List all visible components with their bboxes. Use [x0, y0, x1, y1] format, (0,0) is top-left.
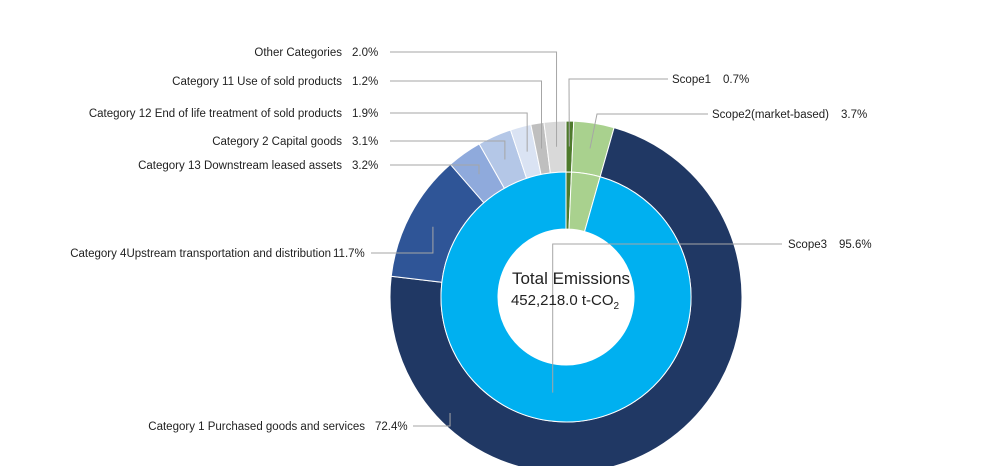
- leader-line-scope3: [552, 243, 782, 393]
- slice-label-category-12-end-of-life-treatment-of-sold-products: Category 12 End of life treatment of sol…: [89, 108, 342, 120]
- slice-label-name: Scope2(market-based): [712, 109, 829, 121]
- slice-label-category-13-downstream-leased-assets: Category 13 Downstream leased assets: [138, 160, 342, 172]
- slice-label-other-categories: Other Categories: [254, 47, 342, 59]
- leader-line-category-12-end-of-life-treatment-of-sold-products: [390, 112, 528, 152]
- slice-label-category-4upstream-transportation-and-distribution: Category 4Upstream transportation and di…: [70, 248, 331, 260]
- leader-lines: [371, 51, 782, 427]
- leader-line-scope1: [568, 78, 668, 147]
- slice-label-value: 0.7%: [723, 74, 749, 86]
- slice-label-value: 95.6%: [839, 239, 872, 251]
- slice-value-other-categories: 2.0%: [352, 47, 378, 59]
- leader-line-category-13-downstream-leased-assets: [390, 164, 480, 175]
- center-value: 452,218.0 t-CO2: [511, 292, 620, 312]
- leader-line-other-categories: [390, 51, 558, 147]
- center-hole: [498, 229, 634, 365]
- slice-value-category-4upstream-transportation-and-distribution: 11.7%: [333, 248, 365, 260]
- center-title: Total Emissions: [512, 269, 630, 288]
- center-value-text: 452,218.0 t-CO: [511, 292, 614, 309]
- slice-value-category-11-use-of-sold-products: 1.2%: [352, 76, 378, 88]
- slice-labels: Scope1 0.7% Scope2(market-based) 3.7% Scope3…: [70, 47, 871, 433]
- slice-label-category-2-capital-goods: Category 2 Capital goods: [212, 136, 342, 148]
- leader-line-category-11-use-of-sold-products: [390, 80, 542, 149]
- slice-label-name: Scope3: [788, 239, 827, 251]
- slice-label-name: Scope1: [672, 74, 711, 86]
- leader-line-scope2-market-based: [589, 113, 708, 149]
- slice-value-category-13-downstream-leased-assets: 3.2%: [352, 160, 378, 172]
- slice-value-category-12-end-of-life-treatment-of-sold-products: 1.9%: [352, 108, 378, 120]
- slice-label-scope1: Scope1 0.7%: [672, 74, 749, 86]
- center-value-subscript: 2: [614, 301, 620, 312]
- leader-line-category-4upstream-transportation-and-distribution: [371, 226, 434, 254]
- leader-line-category-2-capital-goods: [390, 140, 506, 160]
- slice-value-category-1-purchased-goods-and-services: 72.4%: [375, 421, 408, 433]
- slice-label-value: 3.7%: [841, 109, 867, 121]
- slice-label-category-11-use-of-sold-products: Category 11 Use of sold products: [172, 76, 342, 88]
- slice-label-category-1-purchased-goods-and-services: Category 1 Purchased goods and services: [148, 421, 365, 433]
- leader-line-category-1-purchased-goods-and-services: [413, 412, 451, 427]
- slice-label-scope3: Scope3 95.6%: [788, 239, 872, 251]
- slice-value-category-2-capital-goods: 3.1%: [352, 136, 378, 148]
- slice-label-scope2-market-based: Scope2(market-based) 3.7%: [712, 109, 867, 121]
